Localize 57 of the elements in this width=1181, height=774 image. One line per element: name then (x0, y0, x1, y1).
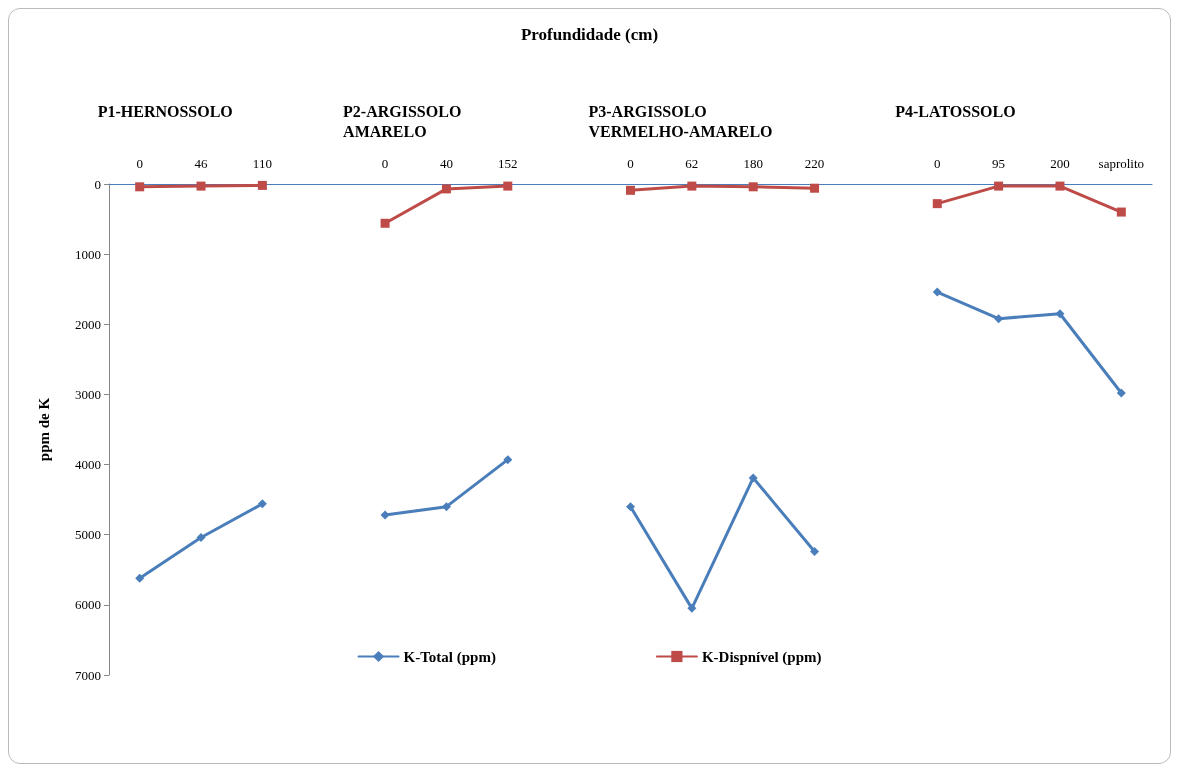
x-tick-label: 62 (685, 156, 699, 171)
y-tick-label: 6000 (75, 597, 101, 613)
y-tick-label: 1000 (75, 246, 101, 262)
point (994, 181, 1004, 191)
legend-label: K-Dispnível (ppm) (701, 648, 822, 666)
point (810, 183, 820, 193)
point (932, 199, 942, 209)
x-tick-label: 0 (381, 156, 389, 171)
point (748, 473, 758, 483)
x-tick-label: saprolito (1098, 156, 1145, 171)
point (687, 181, 697, 191)
point (503, 181, 513, 191)
x-tick-label: 0 (627, 156, 634, 171)
point (1116, 207, 1126, 217)
x-tick-label: 220 (804, 156, 825, 171)
point (932, 287, 942, 297)
point (257, 499, 267, 509)
y-tick-label: 3000 (75, 386, 101, 402)
x-tick-label: 0 (136, 156, 143, 171)
point (687, 603, 697, 613)
y-tick-label: 4000 (75, 457, 101, 473)
x-tick-label: 180 (743, 156, 763, 171)
x-tick-label: 40 (439, 156, 453, 171)
x-tick-label: 95 (992, 156, 1006, 171)
point (503, 455, 513, 465)
text: P2-ARGISSOLO AMARELO (343, 102, 462, 140)
y-tick-label: 7000 (75, 667, 101, 683)
point (626, 502, 635, 512)
point (196, 181, 206, 191)
point (1116, 388, 1126, 398)
point (626, 185, 635, 195)
point (748, 182, 758, 192)
point (196, 533, 206, 543)
x-tick-label: 152 (498, 156, 518, 171)
text: P3-ARGISSOLO VERMELHO-AMARELO (588, 102, 773, 140)
text: P4-LATOSSOLO (895, 102, 1016, 120)
y-tick-label: 0 (94, 176, 101, 192)
x-tick-label: 46 (194, 156, 209, 171)
point (257, 180, 267, 190)
point (1055, 181, 1065, 191)
point (441, 184, 451, 194)
point (135, 573, 145, 583)
point (135, 182, 145, 192)
legend-label: K-Total (ppm) (403, 648, 496, 666)
chart-title: Profundidade (cm) (520, 25, 659, 44)
point (1055, 309, 1065, 319)
y-axis-title: ppm de K (35, 397, 52, 462)
point (810, 547, 820, 557)
point (441, 502, 451, 512)
point (380, 510, 390, 520)
point (380, 218, 390, 228)
text: P1-HERNOSSOLO (97, 102, 233, 120)
x-tick-label: 110 (252, 156, 272, 171)
y-tick-label: 5000 (75, 527, 101, 543)
x-tick-label: 200 (1050, 156, 1070, 171)
x-tick-label: 0 (934, 156, 941, 171)
y-tick-label: 2000 (75, 316, 101, 332)
